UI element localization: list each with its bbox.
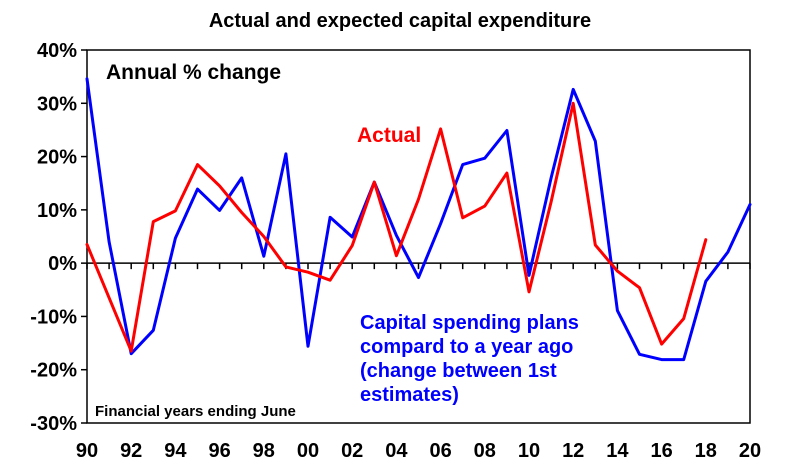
x-tick-label: 10 bbox=[518, 440, 540, 462]
x-tick-label: 96 bbox=[208, 440, 230, 462]
x-tick-label: 16 bbox=[650, 440, 672, 462]
y-tick-label: 0% bbox=[48, 253, 77, 275]
series-layer bbox=[85, 77, 752, 362]
x-tick-label: 90 bbox=[76, 440, 98, 462]
x-tick-label: 14 bbox=[606, 440, 629, 462]
x-tick-label: 02 bbox=[341, 440, 363, 462]
y-tick-label: 40% bbox=[37, 40, 77, 62]
x-tick-label: 94 bbox=[164, 440, 187, 462]
plans-series-line bbox=[85, 77, 752, 362]
y-tick-label: -30% bbox=[30, 413, 77, 435]
x-tick-label: 98 bbox=[253, 440, 275, 462]
x-axis: 90 92 94 96 98 00 02 04 06 08 10 12 14 16 18 20 bbox=[76, 263, 761, 462]
y-tick-label: 20% bbox=[37, 147, 77, 169]
x-tick-label: 92 bbox=[120, 440, 142, 462]
x-tick-label: 04 bbox=[385, 440, 408, 462]
y-tick-label: -20% bbox=[30, 360, 77, 382]
plans-label-line: compard to a year ago bbox=[360, 336, 573, 358]
x-tick-label: 00 bbox=[297, 440, 319, 462]
plans-label-line: estimates) bbox=[360, 384, 459, 406]
x-tick-label: 06 bbox=[429, 440, 451, 462]
actual-series-line bbox=[85, 101, 708, 353]
y-tick-label: 30% bbox=[37, 93, 77, 115]
plans-label-line: (change between 1st bbox=[360, 360, 557, 382]
plot-area-frame bbox=[86, 49, 751, 424]
footnote-background bbox=[90, 396, 352, 420]
footnote: Financial years ending June bbox=[95, 403, 296, 420]
x-tick-label: 18 bbox=[695, 440, 717, 462]
units-annotation: Annual % change bbox=[106, 61, 281, 84]
x-tick-label: 08 bbox=[474, 440, 496, 462]
y-tick-label: 10% bbox=[37, 200, 77, 222]
chart-title: Actual and expected capital expenditure bbox=[209, 10, 591, 32]
plans-label-line: Capital spending plans bbox=[360, 312, 579, 334]
x-tick-label: 20 bbox=[739, 440, 761, 462]
actual-series-label: Actual bbox=[357, 124, 421, 147]
y-tick-label: -10% bbox=[30, 306, 77, 328]
x-tick-label: 12 bbox=[562, 440, 584, 462]
